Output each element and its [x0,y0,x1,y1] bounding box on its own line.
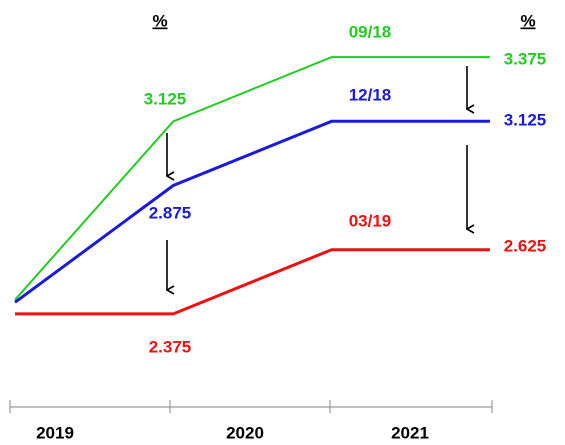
unit-label: % [152,11,167,30]
value-label: 2.375 [149,337,192,356]
value-label: 2.625 [504,236,547,255]
series-line [14,56,490,301]
value-label: 3.375 [504,49,547,68]
unit-label: % [520,11,535,30]
arrows [167,66,467,290]
series-name: 09/18 [349,22,392,41]
x-tick-label: 2019 [36,423,74,442]
series-name: 12/18 [349,85,392,104]
series-name: 03/19 [349,211,392,230]
series-line [14,119,490,304]
series-line [15,248,490,316]
value-label: 3.125 [504,110,547,129]
x-tick-label: 2021 [391,423,429,442]
x-tick-label: 2020 [226,423,264,442]
value-label: 2.875 [149,203,192,222]
value-label: 3.125 [144,89,187,108]
